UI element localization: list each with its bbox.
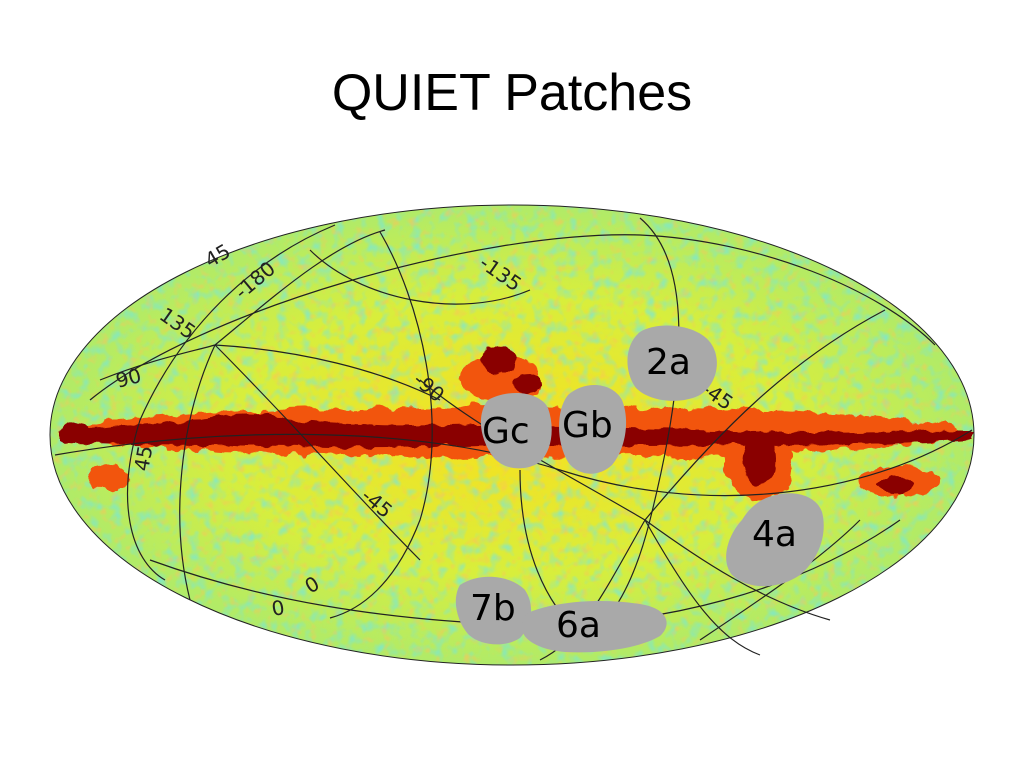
patch-2a-region: [627, 325, 717, 401]
patch-gc-region: [480, 393, 552, 469]
patch-6a-label: 6a: [556, 605, 601, 646]
patch-7b-label: 7b: [470, 588, 516, 629]
grid-45-left: 45: [129, 444, 157, 473]
patch-gb-region: [559, 384, 627, 474]
patch-labels: 2a Gc Gb 4a 7b 6a: [470, 342, 797, 646]
patch-gb-label: Gb: [562, 405, 613, 446]
patch-7b-region: [455, 576, 532, 645]
patch-4a-region: [726, 493, 824, 587]
grid-0-b: 0: [270, 595, 287, 621]
patch-4a-label: 4a: [752, 514, 797, 555]
patch-6a-region: [522, 600, 667, 653]
patches: [455, 325, 824, 653]
slide-title: QUIET Patches: [331, 64, 693, 122]
patch-2a-label: 2a: [646, 342, 691, 383]
patch-gc-label: Gc: [482, 411, 530, 452]
